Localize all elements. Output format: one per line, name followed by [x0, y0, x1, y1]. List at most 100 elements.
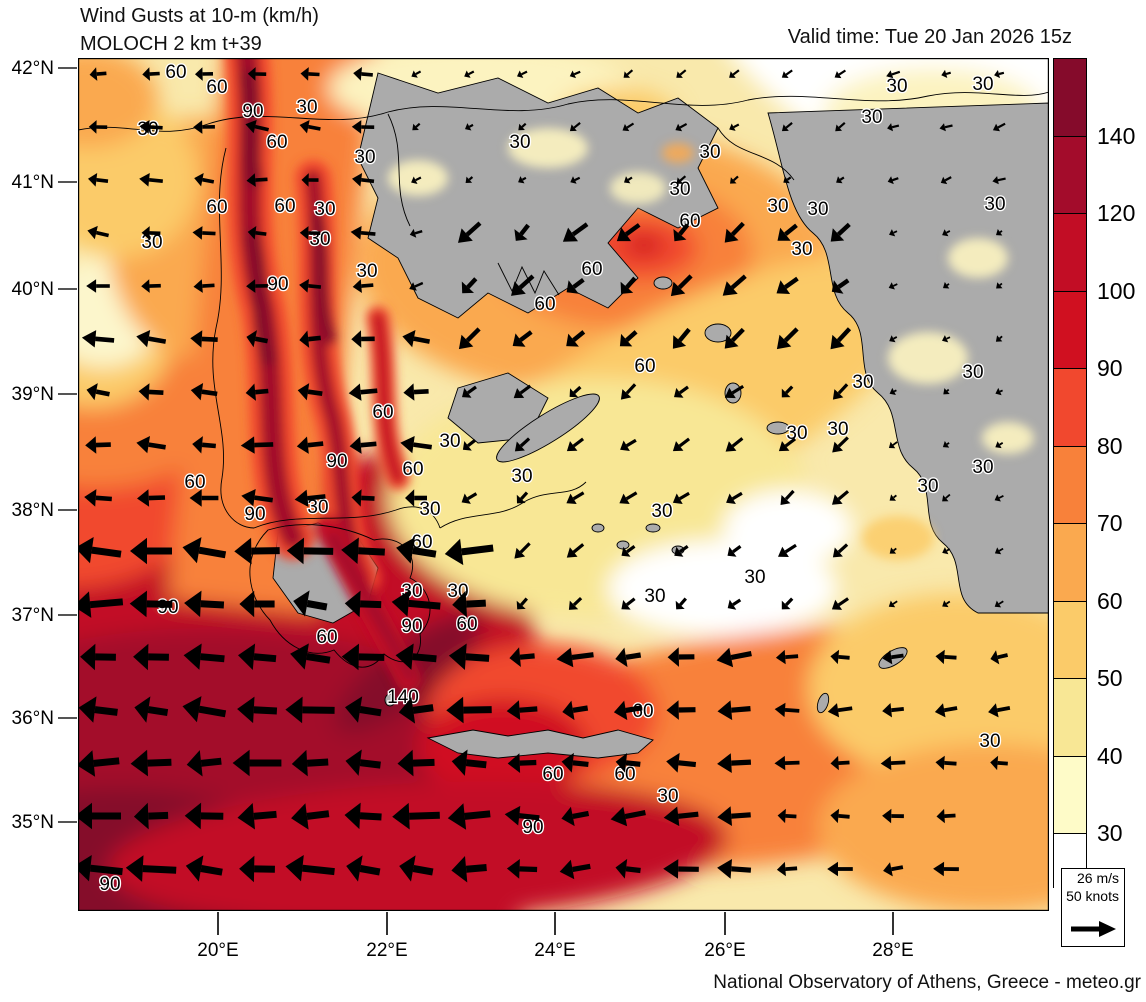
lat-tick-label: 36°N: [11, 708, 54, 729]
wind-arrow: [716, 647, 752, 668]
wind-arrow: [297, 383, 323, 401]
wind-arrow: [85, 436, 111, 454]
wind-arrow: [943, 282, 950, 289]
wind-arrow: [675, 122, 688, 132]
contour-label: 60: [634, 356, 655, 377]
wind-arrow: [889, 547, 897, 554]
wind-arrow: [610, 806, 646, 827]
wind-arrow: [568, 596, 583, 610]
wind-arrow: [86, 383, 110, 401]
wind-arrow: [724, 384, 745, 399]
wind-arrow: [619, 330, 638, 347]
wind-arrow: [774, 702, 800, 718]
contour-label: 60: [184, 472, 205, 493]
wind-arrow: [935, 649, 957, 665]
contour-label: 60: [581, 259, 602, 280]
wind-arrow: [465, 123, 474, 131]
wind-arrow: [238, 643, 277, 670]
wind-arrow: [462, 438, 477, 451]
wind-arrow: [138, 383, 164, 401]
wind-arrow: [774, 755, 800, 771]
meteo-logo: M Meteo Όλα για τον καιρό: [0, 912, 210, 992]
wind-arrow: [994, 70, 1005, 79]
wind-arrow: [182, 537, 227, 564]
wind-arrow: [888, 600, 898, 608]
wind-arrow: [246, 279, 268, 293]
wind-arrow: [887, 123, 900, 132]
lat-tick-mark: [58, 181, 77, 183]
wind-arrow: [566, 437, 585, 452]
colorbar-tick-label: 60: [1097, 587, 1123, 614]
wind-arrow: [351, 330, 375, 348]
wind-arrow: [504, 805, 540, 826]
wind-arrow: [465, 176, 474, 183]
contour-label: 30: [979, 731, 1000, 752]
wind-arrow: [889, 387, 897, 395]
contour-label: 30: [669, 179, 690, 200]
limnos-island: [653, 276, 673, 290]
wind-arrow: [301, 173, 319, 187]
wind-arrow: [561, 806, 590, 827]
wind-arrow: [559, 859, 591, 880]
wind-arrow: [623, 69, 634, 78]
wind-arrow: [141, 226, 161, 240]
wind-arrow: [717, 700, 751, 721]
wind-arrow: [516, 597, 528, 610]
contour-label: 60: [372, 402, 393, 423]
contour-label: 30: [307, 497, 328, 518]
wind-arrow: [400, 436, 433, 454]
wind-arrow: [620, 276, 637, 294]
wind-arrow: [673, 223, 690, 242]
wind-arrow: [725, 437, 744, 452]
crete-island: [426, 729, 654, 759]
contour-label: 60: [206, 197, 227, 218]
wind-arrow: [78, 591, 124, 618]
lat-tick-label: 40°N: [11, 279, 54, 300]
lat-tick-mark: [58, 614, 77, 616]
wind-arrow: [570, 176, 581, 184]
wind-arrow: [89, 67, 107, 81]
colorbar-tick-label: 50: [1097, 665, 1123, 691]
wind-arrow: [619, 491, 638, 504]
wind-arrow: [621, 597, 636, 610]
cyclades-island: [591, 523, 605, 533]
wind-arrow: [667, 647, 695, 667]
colorbar-segment: [1054, 136, 1086, 214]
contour-label: 30: [972, 457, 993, 478]
wind-arrow: [88, 173, 109, 187]
contour-label: 90: [244, 504, 265, 525]
coastlines: [78, 91, 1049, 668]
wind-arrow: [464, 70, 475, 78]
wind-arrow: [186, 750, 222, 777]
valid-time-label: Valid time: Tue 20 Jan 2026 15z: [787, 26, 1072, 48]
lat-tick-label: 35°N: [11, 812, 54, 833]
lon-tick-mark: [217, 912, 219, 935]
wind-arrow: [781, 122, 793, 132]
wind-arrow: [663, 859, 699, 879]
wind-arrow: [291, 749, 329, 777]
wind-arrow: [294, 489, 326, 507]
wind-arrow: [398, 697, 434, 724]
wind-arrow: [192, 436, 217, 454]
wind-arrow: [348, 383, 378, 401]
colorbar-segment: [1054, 446, 1086, 524]
contour-label: 140: [387, 687, 419, 708]
wind-arrow: [621, 545, 636, 557]
wind-arrow: [341, 537, 385, 564]
wind-arrow: [562, 700, 589, 721]
wind-arrow: [936, 808, 956, 824]
wind-arrow: [299, 120, 321, 134]
map-title-line1: Wind Gusts at 10-m (km/h): [80, 5, 319, 27]
wind-arrow: [942, 547, 951, 555]
wind-arrow: [880, 755, 906, 771]
wind-arrow: [80, 643, 116, 671]
wind-arrow: [675, 597, 687, 610]
contour-label: 60: [542, 764, 563, 785]
wind-arrow: [995, 387, 1003, 396]
wind-arrow: [86, 279, 110, 293]
wind-arrow: [889, 229, 898, 237]
lat-tick-mark: [58, 67, 77, 69]
wind-arrow: [942, 229, 951, 237]
wind-arrow: [776, 276, 799, 294]
wind-arrow: [776, 327, 799, 350]
